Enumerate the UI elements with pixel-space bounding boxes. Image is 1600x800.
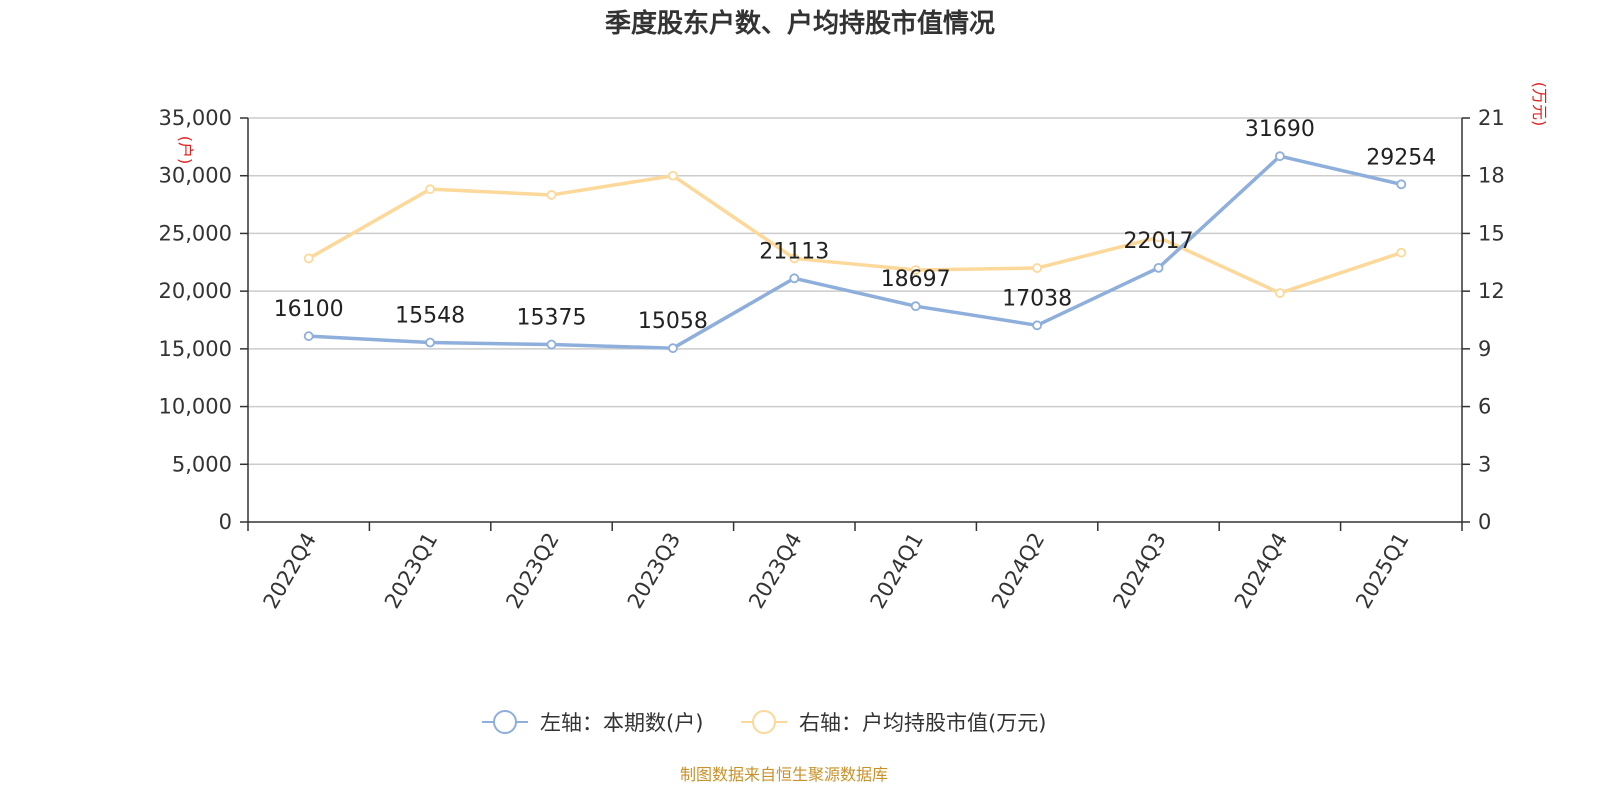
x-tick-label: 2022Q4	[259, 529, 321, 613]
legend-item-left[interactable]: 左轴：本期数(户)	[482, 710, 703, 735]
data-point	[789, 273, 800, 284]
data-label: 15375	[517, 306, 587, 331]
left-axis-unit: (户)	[176, 136, 195, 165]
legend-item-right[interactable]: 右轴：户均持股市值(万元)	[741, 710, 1046, 735]
series-line-right	[307, 173, 1402, 295]
x-tick-label: 2024Q4	[1230, 529, 1292, 613]
data-point	[1153, 232, 1164, 243]
x-tick-label: 2025Q1	[1351, 529, 1413, 613]
series-layer: 16100 15548 15375 15058 21113 18697 17038 22017…	[274, 117, 1436, 354]
left-tick-label: 15,000	[159, 337, 232, 361]
right-tick-label: 21	[1478, 106, 1505, 130]
data-point	[425, 184, 436, 195]
left-tick-label: 5,000	[172, 452, 232, 476]
left-tick-label: 30,000	[159, 164, 232, 188]
legend-label-right: 右轴：户均持股市值(万元)	[799, 711, 1046, 735]
data-point	[1396, 247, 1407, 258]
legend-marker-left	[493, 710, 517, 734]
right-tick-label: 9	[1478, 337, 1491, 361]
data-point	[668, 170, 678, 181]
x-tick-label: 2024Q3	[1108, 529, 1170, 613]
data-point	[789, 253, 800, 264]
left-tick-label: 35,000	[159, 106, 232, 130]
data-label: 15548	[395, 304, 465, 329]
data-point	[668, 343, 678, 354]
series-line-left	[308, 154, 1402, 350]
data-point	[910, 265, 921, 275]
x-tick-label: 2023Q2	[501, 529, 563, 613]
x-tick-label: 2024Q1	[866, 529, 928, 613]
data-label: 15058	[638, 309, 708, 334]
chart-title: 季度股东户数、户均持股市值情况	[605, 8, 995, 39]
right-tick-label: 3	[1478, 452, 1491, 476]
data-point	[303, 253, 314, 264]
data-point	[546, 190, 557, 200]
data-label: 18697	[881, 267, 951, 292]
left-tick-label: 20,000	[159, 279, 232, 303]
right-tick-label: 18	[1478, 164, 1505, 188]
legend-label-left: 左轴：本期数(户)	[540, 711, 703, 735]
series-right	[303, 170, 1407, 298]
data-label: 29254	[1366, 145, 1436, 170]
x-tick-label: 2023Q4	[744, 529, 806, 613]
legend[interactable]: 左轴：本期数(户) 右轴：户均持股市值(万元)	[482, 710, 1046, 735]
data-point	[1032, 263, 1042, 273]
right-tick-label: 6	[1478, 395, 1491, 419]
data-point	[425, 337, 436, 348]
grid	[248, 117, 1462, 466]
data-label: 17038	[1002, 286, 1072, 311]
right-tick-label: 15	[1478, 221, 1505, 245]
data-point	[1275, 151, 1285, 162]
left-tick-label: 25,000	[159, 221, 232, 245]
data-label: 31690	[1245, 117, 1315, 142]
legend-marker-right	[752, 710, 776, 734]
right-axis-unit: (万元)	[1530, 82, 1549, 127]
left-tick-label: 0	[219, 510, 232, 534]
data-point	[1153, 262, 1164, 273]
data-label: 21113	[759, 239, 829, 264]
data-label: 22017	[1124, 229, 1194, 254]
data-label: 16100	[274, 297, 344, 322]
data-point	[1396, 179, 1407, 190]
data-point	[303, 331, 314, 342]
series-left: 16100 15548 15375 15058 21113 18697 17038 22017…	[274, 117, 1436, 354]
right-tick-label: 12	[1478, 279, 1505, 303]
x-tick-label: 2023Q1	[380, 529, 442, 613]
data-point	[1032, 320, 1042, 331]
x-tick-label: 2023Q3	[623, 529, 685, 613]
left-tick-label: 10,000	[159, 395, 232, 419]
data-point	[910, 301, 921, 312]
data-point	[546, 339, 557, 350]
axes: 0 0 5,000 3 10,000 6 15,000 9 20,000 12 25,000 15 30…	[159, 106, 1505, 613]
x-tick-label: 2024Q2	[987, 529, 1049, 613]
data-point	[1275, 288, 1285, 298]
source-note: 制图数据来自恒生聚源数据库	[680, 765, 888, 784]
right-tick-label: 0	[1478, 510, 1491, 534]
